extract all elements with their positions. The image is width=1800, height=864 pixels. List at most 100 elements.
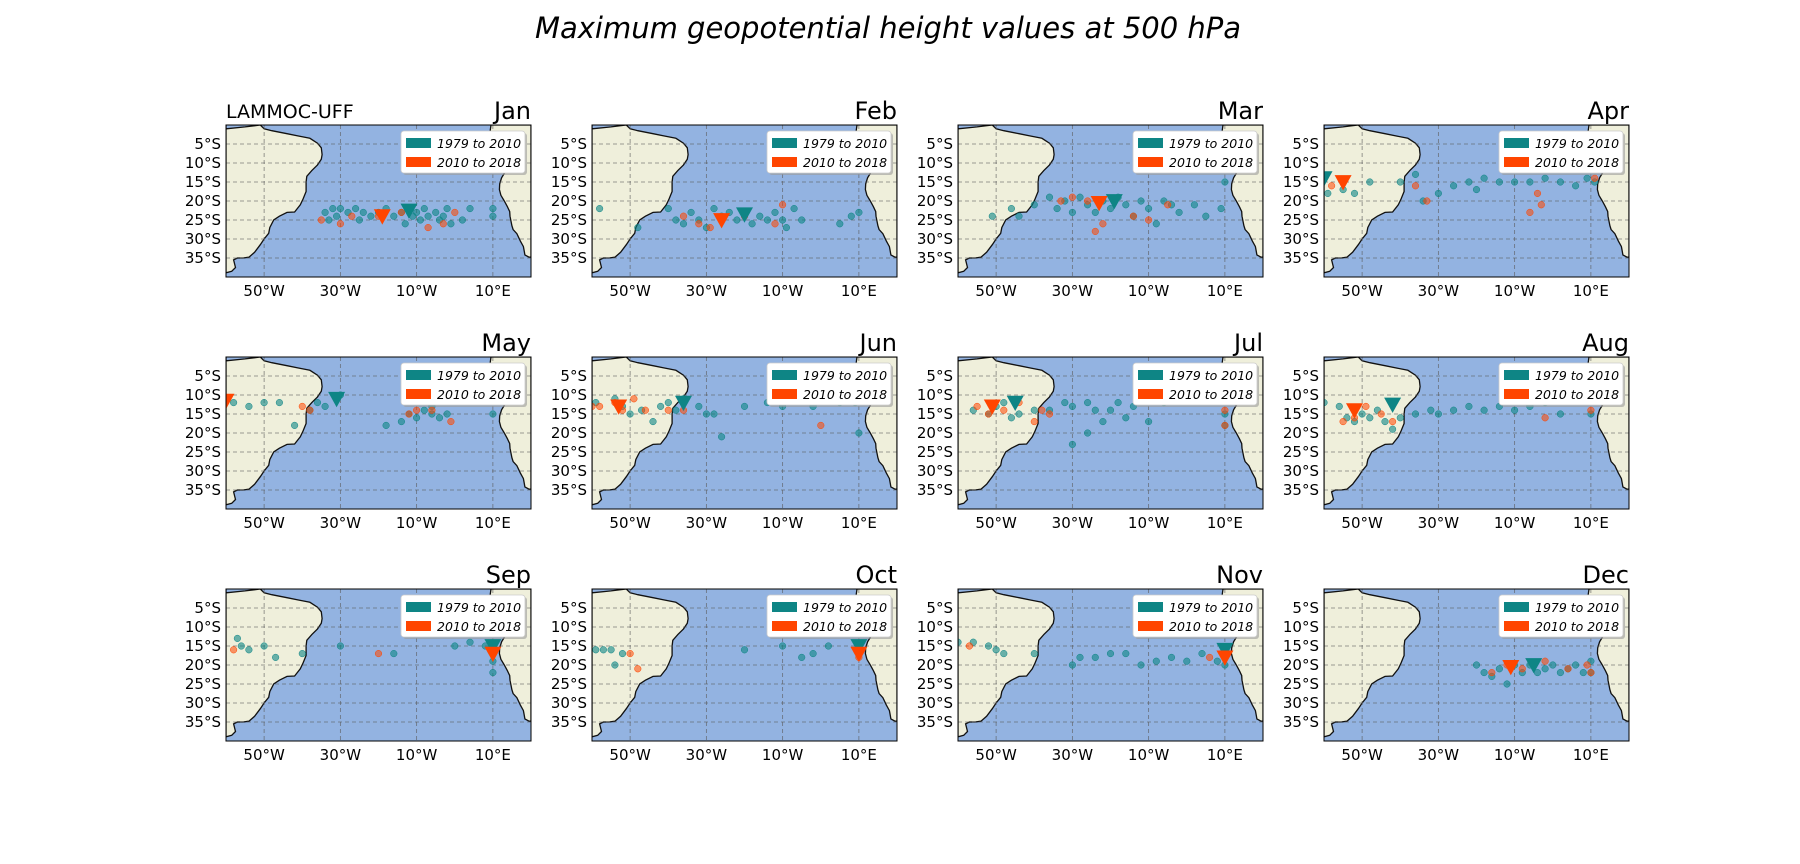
data-point-1979-2010 bbox=[779, 642, 787, 650]
mean-marker-2010-2018 bbox=[983, 399, 1001, 415]
data-point-2010-2018 bbox=[1221, 421, 1229, 429]
map-panel-mar: Mar 50°W 30°W 10°W 10°E 5°S10°S15°S20°S25°S30… bbox=[917, 97, 1264, 300]
map-frame bbox=[591, 124, 898, 278]
data-point-2010-2018 bbox=[447, 418, 455, 426]
data-point-1979-2010 bbox=[1583, 174, 1591, 182]
legend-label: 1979 to 2010 bbox=[1535, 368, 1619, 383]
data-point-1979-2010 bbox=[1091, 208, 1099, 216]
legend-label: 2010 to 2018 bbox=[437, 155, 521, 170]
legend-swatch bbox=[1138, 602, 1163, 612]
data-point-1979-2010 bbox=[611, 661, 619, 669]
data-point-2010-2018 bbox=[1583, 661, 1591, 669]
legend: 1979 to 2010 2010 to 2018 bbox=[1498, 130, 1625, 175]
mean-marker-2010-2018 bbox=[1216, 650, 1234, 666]
legend-box bbox=[1132, 130, 1258, 174]
data-point-1979-2010 bbox=[390, 650, 398, 658]
data-point-1979-2010 bbox=[1434, 189, 1442, 197]
month-label: Feb bbox=[855, 97, 898, 125]
data-point-1979-2010 bbox=[367, 212, 375, 220]
legend-box bbox=[1132, 362, 1258, 406]
south-america-coast bbox=[226, 589, 323, 738]
data-point-1979-2010 bbox=[352, 205, 360, 213]
data-point-1979-2010 bbox=[1076, 653, 1084, 661]
lat-tick-label: 35°S bbox=[917, 249, 953, 267]
lon-tick-label: 30°W bbox=[1052, 514, 1094, 532]
lon-tick-label: 10°E bbox=[1573, 514, 1609, 532]
lat-tick-label: 25°S bbox=[917, 675, 953, 693]
data-point-1979-2010 bbox=[1335, 402, 1343, 410]
data-point-1979-2010 bbox=[329, 205, 337, 213]
data-point-1979-2010 bbox=[592, 646, 600, 654]
data-point-1979-2010 bbox=[1217, 205, 1225, 213]
credit-label: LAMMOC-UFF bbox=[226, 101, 354, 123]
data-point-1979-2010 bbox=[359, 208, 367, 216]
data-point-1979-2010 bbox=[1015, 410, 1023, 418]
legend-label: 2010 to 2018 bbox=[803, 155, 887, 170]
map-panel-nov: Nov 50°W 30°W 10°W 10°E 5°S10°S15°S20°S25°S30… bbox=[917, 561, 1264, 764]
data-point-2010-2018 bbox=[230, 646, 238, 654]
data-point-1979-2010 bbox=[435, 414, 444, 422]
legend-swatch bbox=[1138, 138, 1163, 148]
lat-tick-label: 30°S bbox=[917, 462, 953, 480]
legend-box bbox=[766, 594, 892, 638]
lat-tick-label: 30°S bbox=[551, 462, 587, 480]
legend-label: 2010 to 2018 bbox=[1169, 619, 1253, 634]
data-point-2010-2018 bbox=[634, 665, 642, 673]
legend-label: 2010 to 2018 bbox=[1535, 619, 1619, 634]
lat-tick-label: 15°S bbox=[185, 405, 221, 423]
data-point-1979-2010 bbox=[798, 653, 806, 661]
map-content bbox=[1324, 125, 1629, 277]
lat-tick-label: 10°S bbox=[185, 154, 221, 172]
legend-label: 2010 to 2018 bbox=[803, 387, 887, 402]
data-point-1979-2010 bbox=[718, 433, 726, 441]
lat-tick-label: 10°S bbox=[551, 386, 587, 404]
data-point-1979-2010 bbox=[1556, 669, 1564, 677]
data-point-1979-2010 bbox=[237, 642, 245, 650]
data-point-1979-2010 bbox=[733, 216, 741, 224]
data-point-2010-2018 bbox=[641, 406, 649, 414]
lat-tick-label: 35°S bbox=[185, 249, 221, 267]
lat-tick-label: 35°S bbox=[1283, 481, 1319, 499]
lat-tick-label: 10°S bbox=[1283, 154, 1319, 172]
map-frame bbox=[591, 356, 898, 510]
legend-box bbox=[1498, 130, 1624, 174]
lon-tick-label: 50°W bbox=[975, 514, 1017, 532]
lat-tick-label: 15°S bbox=[917, 405, 953, 423]
legend-swatch bbox=[1504, 621, 1529, 631]
data-point-1979-2010 bbox=[489, 410, 497, 418]
data-point-1979-2010 bbox=[763, 216, 771, 224]
lat-tick-label: 30°S bbox=[1283, 230, 1319, 248]
legend-swatch bbox=[406, 157, 431, 167]
legend-box bbox=[766, 362, 892, 406]
data-point-2010-2018 bbox=[1541, 414, 1549, 422]
data-point-1979-2010 bbox=[664, 399, 672, 407]
lon-tick-label: 10°E bbox=[841, 514, 877, 532]
data-point-2010-2018 bbox=[679, 212, 688, 220]
legend-box bbox=[766, 130, 892, 174]
lat-tick-label: 15°S bbox=[551, 173, 587, 191]
data-point-1979-2010 bbox=[420, 205, 428, 213]
legend-label: 1979 to 2010 bbox=[1169, 600, 1253, 615]
data-point-1979-2010 bbox=[740, 646, 749, 654]
data-point-1979-2010 bbox=[679, 220, 688, 228]
mean-marker-2010-2018 bbox=[373, 209, 391, 225]
data-point-1979-2010 bbox=[1324, 399, 1328, 407]
data-point-1979-2010 bbox=[984, 642, 993, 650]
lat-tick-label: 25°S bbox=[917, 211, 953, 229]
legend-label: 2010 to 2018 bbox=[437, 619, 521, 634]
lat-tick-label: 5°S bbox=[194, 599, 221, 617]
data-point-1979-2010 bbox=[333, 212, 341, 220]
lon-tick-label: 30°W bbox=[686, 514, 728, 532]
data-point-1979-2010 bbox=[1068, 661, 1076, 669]
data-point-1979-2010 bbox=[1137, 197, 1145, 205]
south-america-coast bbox=[1324, 357, 1421, 506]
legend-label: 2010 to 2018 bbox=[1169, 387, 1253, 402]
legend-swatch bbox=[406, 389, 431, 399]
data-point-1979-2010 bbox=[740, 402, 749, 410]
data-point-2010-2018 bbox=[626, 650, 634, 658]
data-point-2010-2018 bbox=[706, 224, 714, 232]
lat-tick-label: 20°S bbox=[917, 656, 953, 674]
data-point-1979-2010 bbox=[1358, 410, 1366, 418]
legend-label: 1979 to 2010 bbox=[437, 136, 521, 151]
data-point-2010-2018 bbox=[451, 208, 459, 216]
